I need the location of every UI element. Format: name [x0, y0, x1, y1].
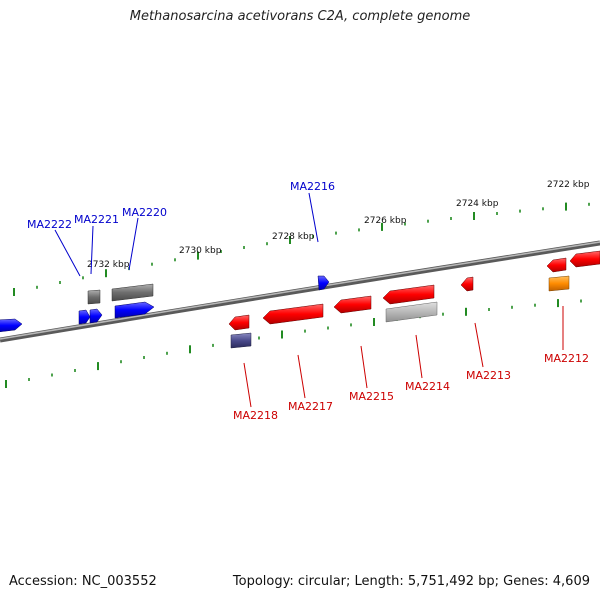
- scale-label-2730: 2730 kbp: [179, 246, 222, 256]
- gene-label-ma2221[interactable]: MA2221: [74, 213, 119, 226]
- scale-label-2722: 2722 kbp: [547, 180, 590, 190]
- scale-label-2728: 2728 kbp: [272, 232, 315, 242]
- scale-label-2726: 2726 kbp: [364, 216, 407, 226]
- gene-label-ma2215[interactable]: MA2215: [349, 390, 394, 403]
- gene-arrow-ma2214[interactable]: [382, 284, 435, 305]
- scale-label-2732: 2732 kbp: [87, 260, 130, 270]
- gene-arrow-ma2222[interactable]: [78, 309, 91, 325]
- gene-arrow-ma2213[interactable]: [460, 276, 474, 292]
- scale-label-2724: 2724 kbp: [456, 199, 499, 209]
- gene-label-ma2216[interactable]: MA2216: [290, 180, 335, 193]
- gene-arrow-ma2221[interactable]: [89, 308, 103, 324]
- feature-block-lightgray[interactable]: [385, 301, 438, 323]
- gene-arrow-ma2217[interactable]: [262, 303, 324, 325]
- gene-label-ma2217[interactable]: MA2217: [288, 400, 333, 413]
- gene-arrow-ma2216[interactable]: [317, 275, 330, 291]
- map-title: Methanosarcina acetivorans C2A, complete…: [129, 9, 471, 24]
- gene-label-ma2220[interactable]: MA2220: [122, 206, 167, 219]
- gene-label-ma2213[interactable]: MA2213: [466, 369, 511, 382]
- gene-label-ma2218[interactable]: MA2218: [233, 409, 278, 422]
- feature-block-purple[interactable]: [230, 332, 252, 349]
- gene-arrow-red-edge[interactable]: [569, 250, 600, 268]
- genome-backbone-highlight: [0, 241, 600, 340]
- genome-backbone: [0, 240, 600, 343]
- gene-arrow-forward[interactable]: [0, 318, 23, 333]
- feature-block-gray-long[interactable]: [111, 283, 154, 302]
- gene-arrow-ma2218[interactable]: [228, 314, 250, 331]
- gene-label-ma2222[interactable]: MA2222: [27, 218, 72, 231]
- leader-lines: [54, 192, 564, 408]
- feature-block-orange[interactable]: [548, 275, 570, 292]
- genome-info-label: Topology: circular; Length: 5,751,492 bp…: [232, 574, 590, 589]
- gene-arrow-ma2212[interactable]: [546, 257, 567, 273]
- gene-arrow-ma2215[interactable]: [333, 295, 372, 314]
- gene-label-ma2212[interactable]: MA2212: [544, 352, 589, 365]
- gene-label-ma2214[interactable]: MA2214: [405, 380, 450, 393]
- gene-arrow-ma2220[interactable]: [114, 301, 155, 319]
- scale-ticks-forward: [13, 202, 590, 296]
- feature-block-gray[interactable]: [87, 289, 101, 305]
- accession-label: Accession: NC_003552: [9, 574, 157, 589]
